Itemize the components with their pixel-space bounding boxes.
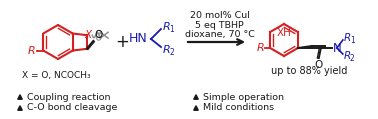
Text: N: N <box>333 42 342 55</box>
Text: R: R <box>344 33 351 43</box>
Text: 20 mol% CuI: 20 mol% CuI <box>189 12 249 20</box>
Text: 2: 2 <box>169 48 174 57</box>
Polygon shape <box>194 106 198 110</box>
Text: R: R <box>163 22 171 32</box>
Text: O: O <box>315 60 323 70</box>
Text: Mild conditions: Mild conditions <box>203 104 274 112</box>
Text: dioxane, 70 °C: dioxane, 70 °C <box>184 30 254 40</box>
Polygon shape <box>194 95 198 99</box>
Text: HN: HN <box>129 32 148 45</box>
Text: X: X <box>85 30 92 40</box>
Text: 5 eq TBHP: 5 eq TBHP <box>195 21 244 30</box>
Text: R: R <box>344 51 351 61</box>
Text: Simple operation: Simple operation <box>203 92 284 102</box>
Text: Coupling reaction: Coupling reaction <box>27 92 110 102</box>
Text: 1: 1 <box>169 25 174 34</box>
Text: 2: 2 <box>350 54 355 63</box>
Polygon shape <box>18 95 22 99</box>
Text: up to 88% yield: up to 88% yield <box>271 66 347 76</box>
Text: XH: XH <box>277 28 291 38</box>
Text: O: O <box>94 30 103 40</box>
Text: R: R <box>163 45 171 55</box>
Text: +: + <box>115 33 129 51</box>
Text: X = O, NCOCH₃: X = O, NCOCH₃ <box>22 71 90 80</box>
Text: R: R <box>28 45 35 55</box>
Text: R: R <box>256 43 264 53</box>
Text: C-O bond cleavage: C-O bond cleavage <box>27 104 118 112</box>
Polygon shape <box>18 106 22 110</box>
Text: 1: 1 <box>350 36 355 45</box>
